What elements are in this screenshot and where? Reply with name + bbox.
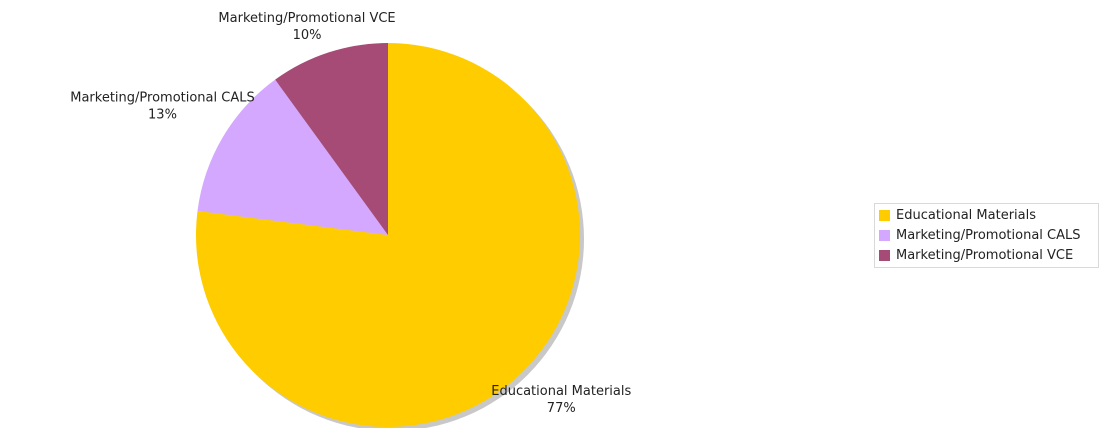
legend-swatch-marketing-promotional-vce — [879, 249, 890, 261]
legend-swatch-educational-materials — [879, 209, 890, 221]
slice-label-value: 10% — [293, 28, 322, 43]
slice-label-name: Marketing/Promotional CALS — [70, 91, 255, 106]
slice-label-value: 13% — [148, 108, 177, 123]
slice-label-marketing-promotional-vce: Marketing/Promotional VCE 10% — [218, 11, 395, 43]
slice-label-value: 77% — [547, 401, 576, 416]
slice-labels: Educational Materials 77% Marketing/Promot… — [70, 11, 631, 416]
pie-slice-marketing-promotional-vce[interactable] — [275, 43, 388, 235]
legend-item-marketing-promotional-vce[interactable]: Marketing/Promotional VCE — [875, 245, 1098, 265]
legend-label: Educational Materials — [896, 207, 1037, 223]
slice-label-educational-materials: Educational Materials 77% — [491, 384, 631, 416]
slice-label-marketing-promotional-cals: Marketing/Promotional CALS 13% — [70, 91, 255, 123]
slice-label-name: Marketing/Promotional VCE — [218, 11, 395, 26]
legend: Educational Materials Marketing/Promotio… — [874, 203, 1099, 268]
legend-item-educational-materials[interactable]: Educational Materials — [875, 205, 1098, 225]
pie-slices — [196, 43, 584, 428]
legend-swatch-marketing-promotional-cals — [879, 229, 890, 241]
legend-item-marketing-promotional-cals[interactable]: Marketing/Promotional CALS — [875, 225, 1098, 245]
pie-slice-marketing-promotional-cals[interactable] — [197, 79, 388, 236]
legend-label: Marketing/Promotional CALS — [896, 227, 1081, 243]
slice-label-name: Educational Materials — [491, 384, 631, 399]
legend-label: Marketing/Promotional VCE — [896, 247, 1074, 263]
pie-slice-educational-materials[interactable] — [196, 43, 581, 428]
